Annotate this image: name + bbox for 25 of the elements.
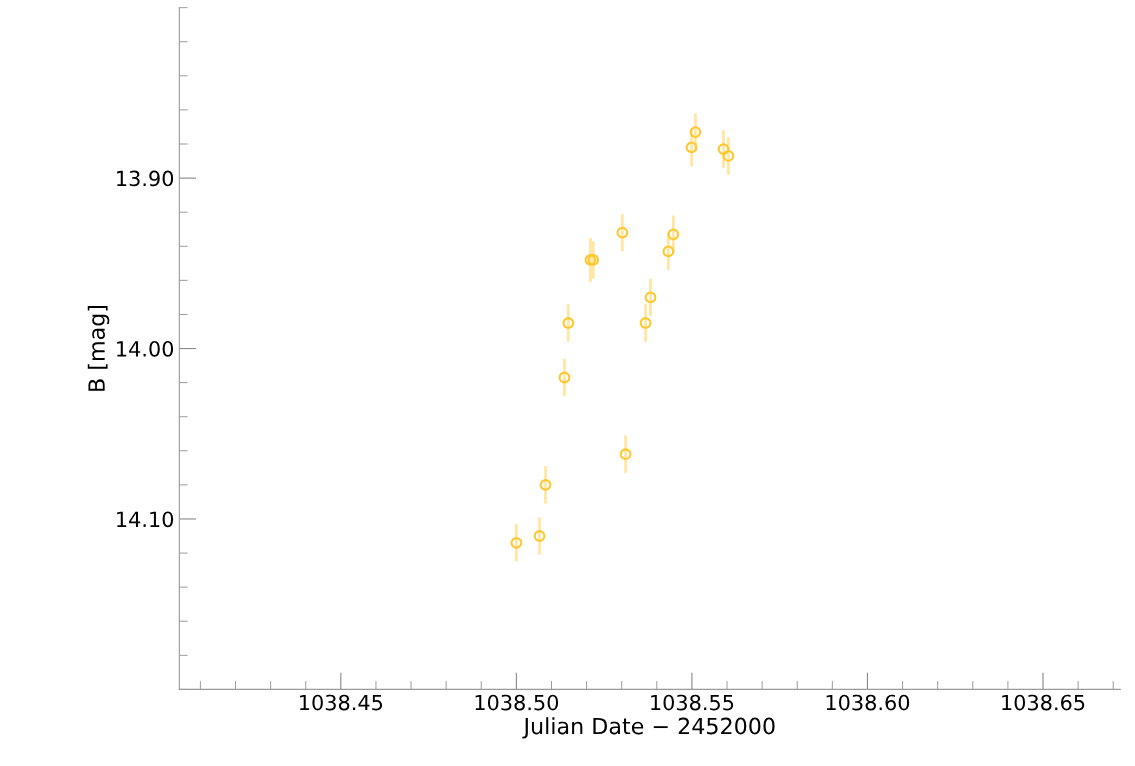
y-tick-label: 14.10: [117, 511, 174, 528]
x-tick-label: 1038.60: [826, 694, 910, 711]
x-tick-label: 1038.45: [300, 694, 383, 711]
point: [722, 150, 735, 162]
point: [533, 530, 546, 542]
point: [717, 143, 730, 156]
point: [510, 536, 523, 549]
point: [689, 126, 702, 138]
point: [662, 245, 675, 258]
point: [562, 317, 575, 329]
y-tick-label: 14.00: [117, 340, 174, 357]
point: [639, 317, 652, 329]
point: [539, 478, 552, 491]
point: [667, 228, 680, 241]
point: [616, 226, 629, 239]
x-axis-title: Julian Date − 2452000: [522, 717, 775, 739]
point: [619, 448, 632, 461]
y-tick-label: 13.90: [117, 170, 174, 187]
x-tick-label: 1038.50: [475, 694, 559, 711]
x-tick-label: 1038.55: [651, 694, 734, 711]
y-axis-title: B [mag]: [87, 305, 110, 391]
point: [644, 291, 657, 304]
point: [558, 371, 571, 384]
x-tick-label: 1038.65: [1002, 694, 1085, 711]
point: [685, 141, 698, 154]
